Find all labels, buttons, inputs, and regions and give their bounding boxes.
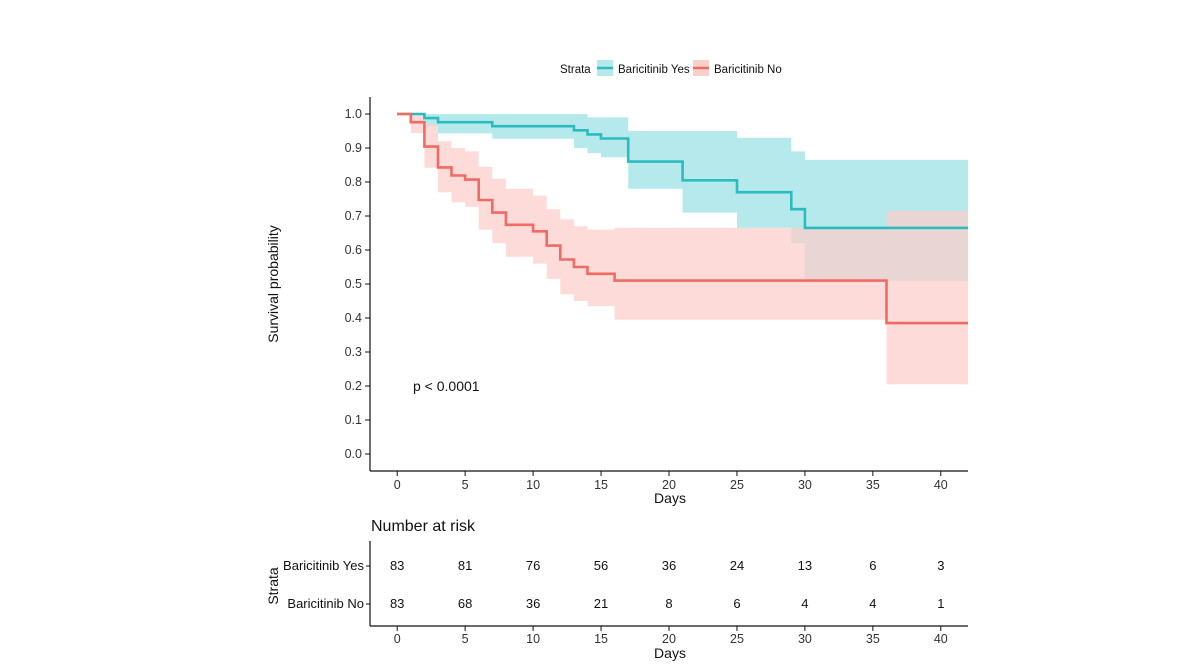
risk-count: 13	[798, 558, 812, 573]
risk-count: 76	[526, 558, 540, 573]
risk-count: 3	[937, 558, 944, 573]
x-tick-label: 30	[798, 478, 812, 492]
y-tick-label: 0.5	[345, 277, 362, 291]
risk-count: 36	[662, 558, 676, 573]
legend-title: Strata	[560, 64, 591, 76]
risk-x-tick-label: 10	[526, 632, 540, 646]
risk-x-tick-label: 25	[730, 632, 744, 646]
risk-count: 36	[526, 596, 540, 611]
risk-count: 68	[458, 596, 472, 611]
legend-entry-no: Baricitinib No	[714, 64, 782, 76]
x-tick-label: 5	[462, 478, 469, 492]
confidence-bands	[397, 114, 968, 385]
y-tick-label: 0.8	[345, 175, 362, 189]
risk-count: 81	[458, 558, 472, 573]
risk-x-axis-title: Days	[654, 645, 686, 661]
y-tick-label: 0.9	[345, 141, 362, 155]
risk-x-ticks: 0 5 10 15 20 25 30 35 40	[394, 626, 948, 646]
y-tick-label: 0.3	[345, 345, 362, 359]
risk-count: 83	[390, 558, 404, 573]
risk-x-tick-label: 40	[934, 632, 948, 646]
x-tick-label: 25	[730, 478, 744, 492]
x-tick-label: 15	[594, 478, 608, 492]
risk-count: 8	[665, 596, 672, 611]
y-tick-label: 0.1	[345, 413, 362, 427]
survival-curve-no	[397, 112, 968, 325]
risk-x-tick-label: 15	[594, 632, 608, 646]
risk-count: 6	[869, 558, 876, 573]
risk-count: 4	[801, 596, 808, 611]
risk-rows: Baricitinib Yes 83 81 76 56 36 24 13 6 3Baricitin…	[283, 558, 944, 611]
ci-band-no	[397, 114, 968, 385]
legend-entry-yes: Baricitinib Yes	[618, 64, 690, 76]
risk-x-tick-label: 20	[662, 632, 676, 646]
risk-table-strata-label: Strata	[265, 567, 281, 605]
risk-count: 4	[869, 596, 876, 611]
x-tick-label: 0	[394, 478, 401, 492]
y-tick-label: 0.4	[345, 311, 362, 325]
risk-count: 83	[390, 596, 404, 611]
risk-x-tick-label: 5	[462, 632, 469, 646]
y-tick-label: 0.0	[345, 447, 362, 461]
risk-x-tick-label: 35	[866, 632, 880, 646]
risk-table: Number at risk Strata Baricitinib Yes 83 8…	[265, 518, 968, 661]
risk-count: 24	[730, 558, 744, 573]
risk-count: 1	[937, 596, 944, 611]
y-axis-title: Survival probability	[265, 225, 281, 343]
risk-x-tick-label: 0	[394, 632, 401, 646]
risk-table-title: Number at risk	[371, 518, 476, 535]
p-value-annotation: p < 0.0001	[413, 378, 480, 394]
y-tick-label: 0.2	[345, 379, 362, 393]
risk-count: 21	[594, 596, 608, 611]
x-tick-label: 10	[526, 478, 540, 492]
y-tick-label: 0.7	[345, 209, 362, 223]
y-tick-label: 1.0	[345, 107, 362, 121]
risk-x-tick-label: 30	[798, 632, 812, 646]
survival-plot: 0.0 0.1 0.2 0.3 0.4 0.5 0.6 0.7 0.8 0.9 1.0 0 5 10 15…	[265, 97, 968, 506]
x-axis-title: Days	[654, 490, 686, 506]
x-ticks: 0 5 10 15 20 25 30 35 40	[394, 471, 948, 492]
survival-curve-yes	[397, 112, 968, 230]
survival-curves	[397, 112, 968, 325]
y-tick-label: 0.6	[345, 243, 362, 257]
x-tick-label: 20	[662, 478, 676, 492]
x-tick-label: 40	[934, 478, 948, 492]
x-tick-label: 35	[866, 478, 880, 492]
risk-row-label: Baricitinib No	[287, 596, 364, 611]
risk-count: 56	[594, 558, 608, 573]
risk-row-label: Baricitinib Yes	[283, 558, 364, 573]
y-ticks: 0.0 0.1 0.2 0.3 0.4 0.5 0.6 0.7 0.8 0.9 1.0	[345, 107, 370, 461]
risk-count: 6	[733, 596, 740, 611]
legend: Strata Baricitinib Yes Baricitinib No	[560, 60, 782, 76]
